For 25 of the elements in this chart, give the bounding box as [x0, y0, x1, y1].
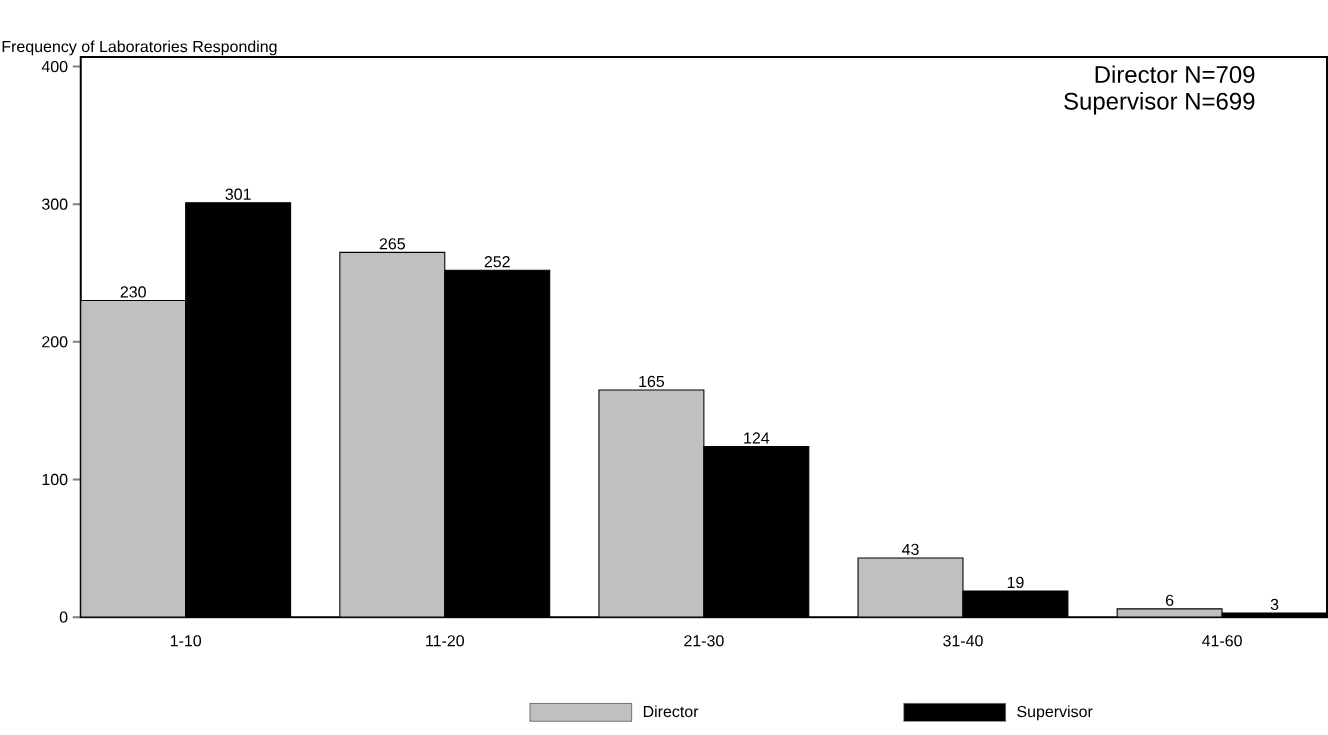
x-tick-label: 31-40 — [943, 635, 983, 647]
y-tick-label: 100 — [42, 473, 68, 486]
y-tick-label: 200 — [42, 336, 68, 348]
data-label: 252 — [484, 256, 510, 268]
data-label: 3 — [1270, 598, 1279, 611]
y-axis-title: Frequency of Laboratories Responding — [2, 40, 277, 56]
data-label: 165 — [639, 375, 665, 388]
annotation: Supervisor N=699 — [1064, 92, 1255, 115]
x-tick-label: 11-20 — [426, 635, 464, 647]
data-label: 43 — [902, 543, 919, 556]
y-tick-label: 400 — [41, 60, 68, 73]
x-tick-label: 21-30 — [684, 635, 724, 647]
data-label: 265 — [379, 238, 405, 250]
legend-label: Director — [643, 705, 699, 718]
data-label: 124 — [744, 432, 770, 444]
data-label: 19 — [1007, 576, 1024, 589]
y-tick-label: 0 — [59, 611, 68, 623]
legend-label: Supervisor — [1017, 705, 1093, 721]
x-tick-label: 1-10 — [170, 635, 202, 647]
data-label: 301 — [225, 188, 251, 200]
x-tick-label: 41-60 — [1202, 635, 1242, 647]
annotation: Director N=709 — [1095, 65, 1255, 84]
y-tick-label: 300 — [42, 198, 68, 210]
data-label: 6 — [1165, 594, 1174, 606]
data-label: 230 — [120, 286, 146, 298]
